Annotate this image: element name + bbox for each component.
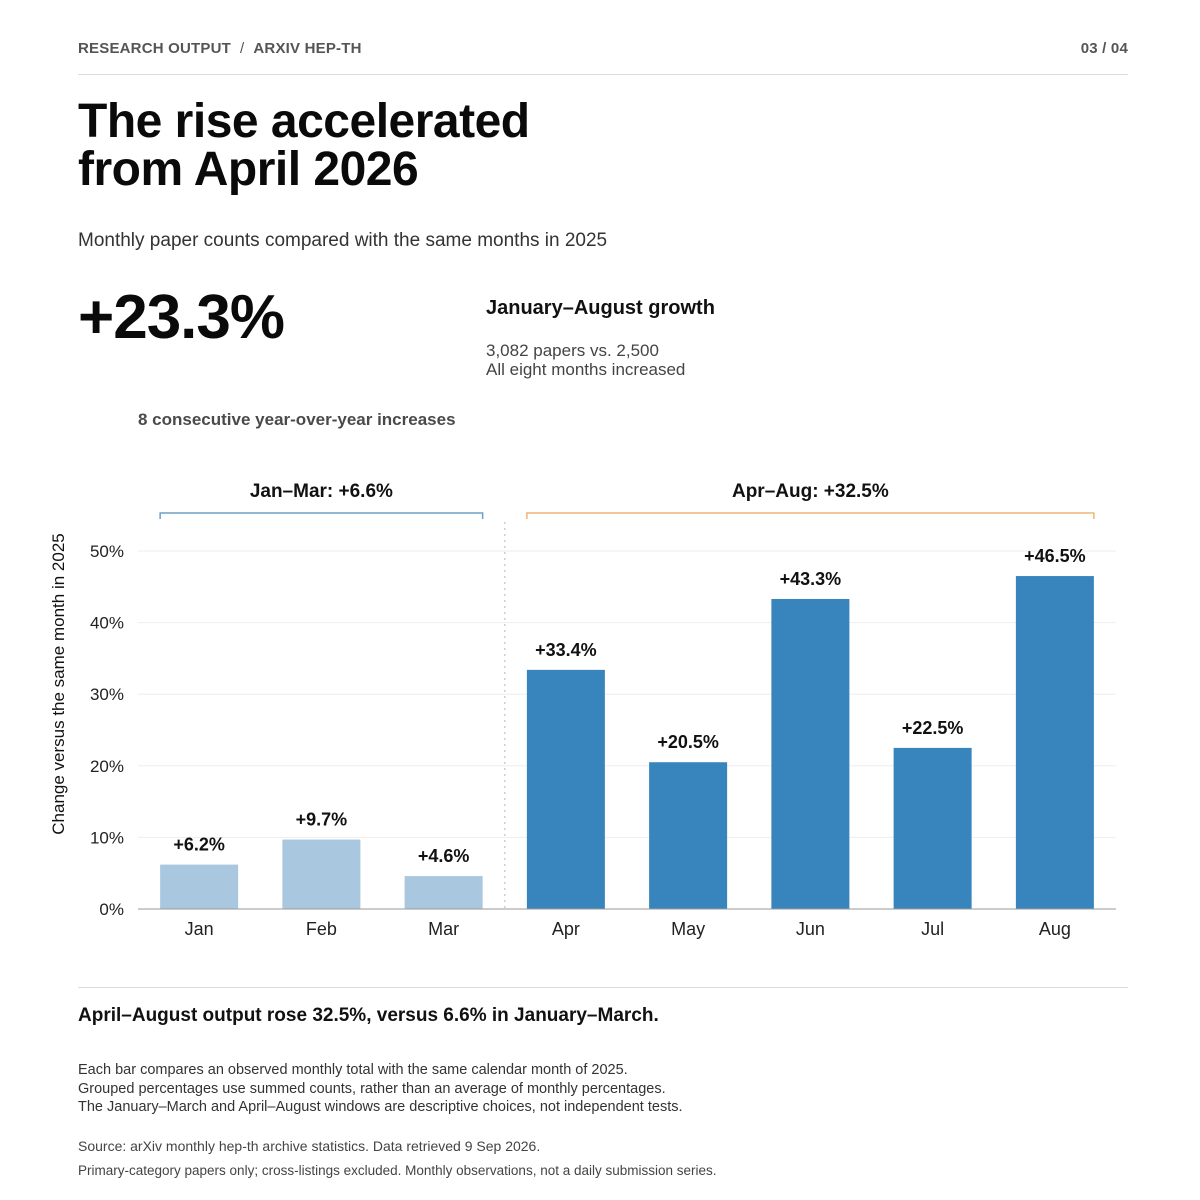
bar-jan [160,864,239,909]
bar-mar [404,876,483,909]
breadcrumb-separator: / [240,40,245,57]
group-bracket-1 [159,512,484,519]
methodology-notes: Each bar compares an observed monthly to… [78,1061,683,1117]
y-axis-label: Change versus the same month in 2025 [49,533,68,834]
x-tick-label: Apr [552,919,580,939]
streak-note: 8 consecutive year-over-year increases [138,410,456,429]
y-tick-label: 10% [90,828,124,847]
group-bracket-2 [526,512,1095,519]
note-line: Each bar compares an observed monthly to… [78,1062,628,1078]
title-line-2: from April 2026 [78,143,419,196]
data-label: +43.3% [780,569,842,589]
x-tick-label: Jan [185,919,214,939]
bar-feb [282,839,361,909]
breadcrumb-item-research-output: RESEARCH OUTPUT [78,40,232,57]
data-label: +4.6% [418,846,470,866]
data-label: +46.5% [1024,546,1086,566]
note-line: Grouped percentages use summed counts, r… [78,1080,666,1097]
source-note: Source: arXiv monthly hep-th archive sta… [78,1138,541,1154]
bar-chart: 0% 10% 20% 30% 40% 50% Change versus the same … [49,481,1116,939]
page-subtitle: Monthly paper counts compared with the s… [78,230,608,251]
bar-may [649,762,728,909]
bar-apr [526,669,605,909]
x-tick-label: Aug [1039,919,1071,939]
divider [78,987,1128,988]
kpi-detail-line: 3,082 papers vs. 2,500 [486,341,659,360]
y-tick-label: 30% [90,685,124,704]
top-bar: RESEARCH OUTPUT / ARXIV HEP-TH 03 / 04 [78,40,1128,75]
x-tick-label: May [671,919,705,939]
title-line-1: The rise accelerated [78,95,530,148]
y-tick-label: 0% [99,900,124,919]
page-indicator: 03 / 04 [1080,40,1128,57]
breadcrumb: RESEARCH OUTPUT / ARXIV HEP-TH [78,40,362,57]
data-label: +33.4% [535,640,597,660]
data-label: +9.7% [296,810,348,830]
x-tick-label: Jun [796,919,825,939]
x-tick-label: Feb [306,919,337,939]
scope-note: Primary-category papers only; cross-list… [78,1163,717,1178]
group-label-2: Apr–Aug: +32.5% [732,481,889,502]
x-tick-label: Mar [428,919,459,939]
bar-jun [771,598,850,909]
group-label-1: Jan–Mar: +6.6% [250,481,393,502]
page-title: The rise accelerated from April 2026 [78,98,530,194]
kpi-detail-line: All eight months increased [486,360,686,379]
bar-jul [893,747,972,909]
x-tick-label: Jul [921,919,944,939]
y-tick-label: 40% [90,614,124,633]
kpi-detail: 3,082 papers vs. 2,500 All eight months … [486,341,685,379]
kpi-label: January–August growth [486,297,715,319]
note-line: The January–March and April–August windo… [78,1099,683,1115]
data-label: +6.2% [173,835,225,855]
y-tick-label: 50% [90,542,124,561]
y-tick-label: 20% [90,757,124,776]
takeaway: April–August output rose 32.5%, versus 6… [78,1005,659,1026]
data-label: +20.5% [657,732,719,752]
breadcrumb-item-arxiv-hep-th: ARXIV HEP-TH [253,40,362,57]
data-label: +22.5% [902,718,964,738]
kpi-value: +23.3% [78,283,285,352]
bar-aug [1015,576,1094,909]
